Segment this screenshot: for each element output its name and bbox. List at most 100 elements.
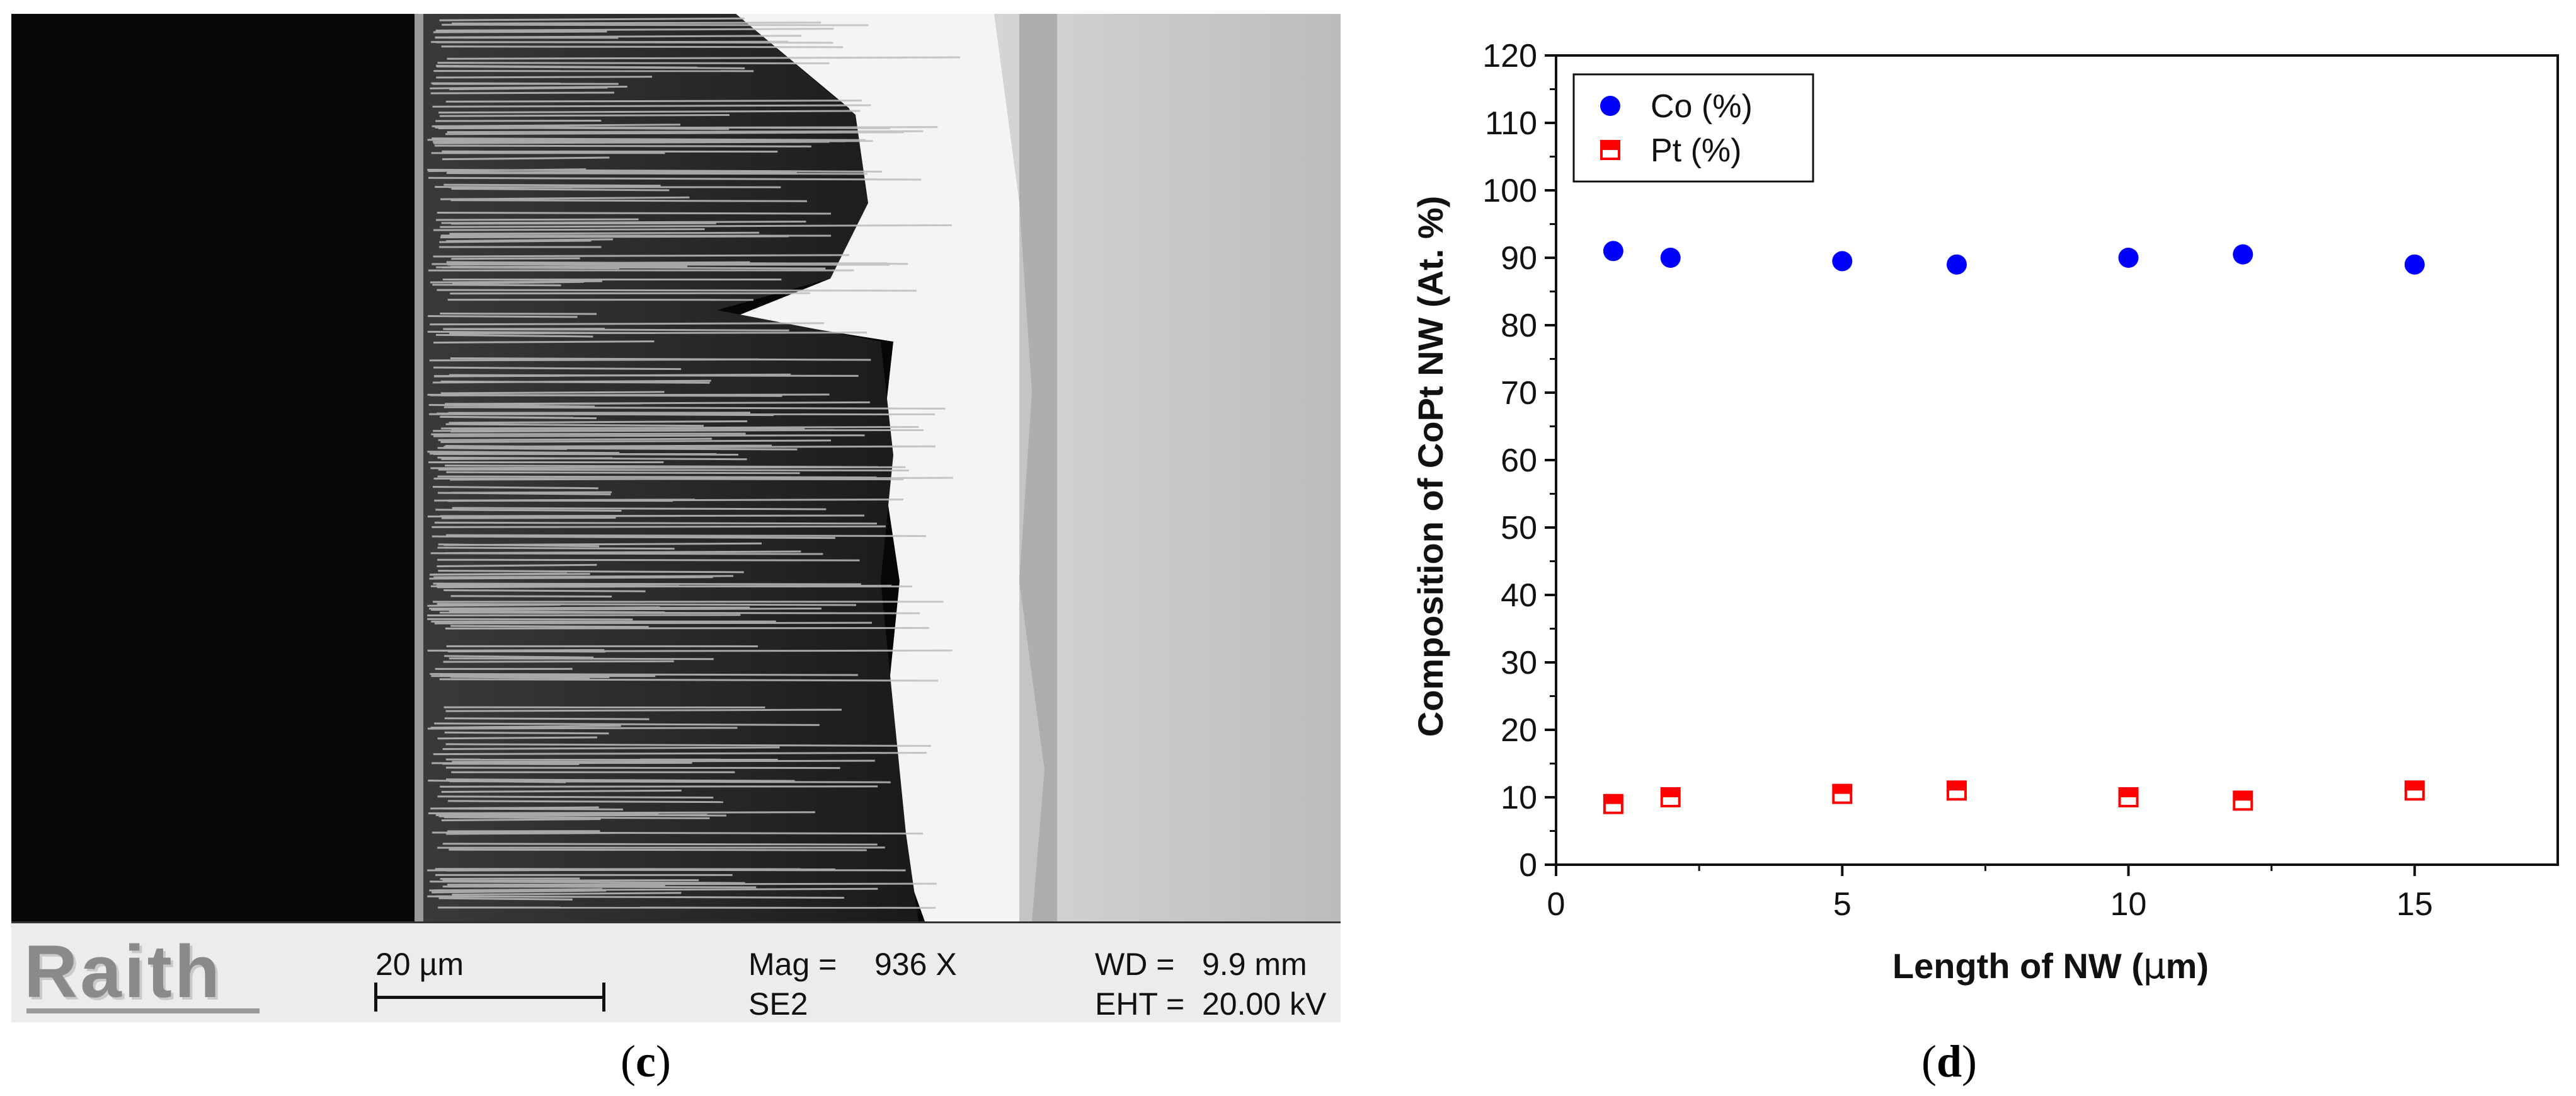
nanowire-streak bbox=[436, 64, 698, 69]
co-data-point bbox=[1603, 241, 1623, 262]
nanowire-streak bbox=[430, 572, 568, 576]
nanowire-streak bbox=[450, 199, 808, 202]
co-data-point bbox=[1660, 248, 1681, 268]
nanowire-streak bbox=[443, 660, 674, 663]
nanowire-streak bbox=[429, 358, 758, 362]
nanowire-streak bbox=[432, 284, 561, 287]
nanowire-streak bbox=[450, 491, 612, 494]
panel-label-d: (d) bbox=[1921, 1036, 1978, 1087]
nanowire-streak bbox=[428, 404, 595, 408]
sem-micrograph-image bbox=[11, 14, 1341, 921]
nanowire-streak bbox=[435, 119, 602, 122]
nanowire-streak bbox=[441, 425, 919, 430]
nanowire-streak bbox=[438, 437, 713, 441]
nanowire-streak bbox=[442, 156, 610, 161]
nanowire-streak bbox=[440, 415, 574, 419]
nanowire-streak bbox=[432, 104, 871, 108]
co-data-point bbox=[1832, 251, 1853, 272]
nanowire-streak bbox=[434, 521, 878, 525]
pt-marker-fill bbox=[2234, 792, 2252, 801]
nanowire-streak bbox=[429, 576, 713, 580]
nanowire-streak bbox=[447, 56, 961, 60]
nanowire-streak bbox=[433, 751, 927, 756]
nanowire-streak bbox=[447, 447, 798, 451]
scale-bar-line bbox=[375, 996, 605, 999]
nanowire-streak bbox=[446, 778, 795, 782]
nanowire-streak bbox=[430, 466, 906, 470]
pt-data-point bbox=[1832, 783, 1853, 804]
nanowire-streak bbox=[442, 746, 780, 751]
nanowire-streak bbox=[430, 453, 738, 456]
nanowire-streak bbox=[439, 17, 745, 21]
nanowire-streak bbox=[430, 880, 745, 884]
y-tick-label: 60 bbox=[1501, 442, 1537, 479]
nanowire-streak bbox=[452, 759, 875, 763]
pt-marker-fill bbox=[1604, 795, 1622, 804]
nanowire-streak bbox=[449, 606, 660, 610]
pt-marker-fill bbox=[1661, 788, 1680, 797]
nanowire-streak bbox=[433, 575, 734, 579]
nanowire-streak bbox=[446, 238, 613, 243]
detector-label: SE2 bbox=[748, 986, 808, 1022]
nanowire-streak bbox=[433, 254, 850, 258]
nanowire-streak bbox=[432, 124, 681, 127]
nanowire-streaks bbox=[427, 17, 961, 909]
nanowire-streak bbox=[428, 780, 566, 783]
nanowire-streak bbox=[436, 895, 844, 899]
wd-value: 9.9 mm bbox=[1202, 947, 1307, 982]
x-tick-label: 10 bbox=[2110, 886, 2147, 923]
x-axis-title: Length of NW (μm) bbox=[1892, 946, 2209, 987]
nanowire-streak bbox=[450, 402, 642, 406]
nanowire-streak bbox=[427, 618, 633, 621]
nanowire-streak bbox=[427, 603, 561, 607]
y-tick-label: 40 bbox=[1501, 577, 1537, 614]
legend-box bbox=[1572, 73, 1814, 183]
pt-data-point bbox=[1947, 780, 1967, 801]
nanowire-streak bbox=[437, 140, 873, 143]
nanowire-streak bbox=[432, 535, 835, 539]
nanowire-streak bbox=[440, 439, 831, 443]
nanowire-streak bbox=[433, 477, 904, 481]
nanowire-streak bbox=[445, 100, 862, 103]
nanowire-streak bbox=[432, 889, 607, 894]
pt-data-point bbox=[2118, 787, 2139, 807]
nanowire-streak bbox=[437, 736, 597, 740]
x-tick-label: 15 bbox=[2396, 886, 2433, 923]
nanowire-streak bbox=[438, 110, 861, 114]
nanowire-streak bbox=[446, 534, 926, 538]
pt-data-point bbox=[2233, 790, 2253, 811]
nanowire-streak bbox=[449, 420, 748, 424]
nanowire-streak bbox=[436, 76, 653, 79]
nanowire-streak bbox=[440, 380, 710, 384]
nanowire-streak bbox=[436, 218, 639, 221]
pt-data-point bbox=[1600, 140, 1620, 160]
nanowire-streak bbox=[428, 176, 922, 181]
nanowire-streak bbox=[444, 731, 609, 735]
nanowire-streak bbox=[445, 131, 904, 136]
nanowire-streak bbox=[440, 196, 690, 200]
eht-label: EHT = bbox=[1095, 986, 1185, 1022]
nanowire-streak bbox=[452, 21, 821, 25]
y-tick-label: 20 bbox=[1501, 712, 1537, 749]
nanowire-streak bbox=[432, 262, 888, 265]
nanowire-streak bbox=[437, 603, 857, 606]
nanowire-streak bbox=[442, 843, 878, 846]
nanowire-streak bbox=[430, 672, 858, 676]
nanowire-streak bbox=[430, 280, 602, 284]
nanowire-streak bbox=[445, 423, 704, 427]
nanowire-streak bbox=[450, 265, 826, 270]
nanowire-streak bbox=[451, 257, 580, 260]
nanowire-streak bbox=[439, 678, 939, 682]
nanowire-streak bbox=[444, 589, 646, 592]
nanowire-streak bbox=[442, 879, 699, 882]
nanowire-streak bbox=[432, 525, 886, 528]
nanowire-streak bbox=[445, 550, 801, 555]
x-tick-label: 0 bbox=[1547, 886, 1566, 923]
pt-marker-fill bbox=[2119, 788, 2138, 797]
series-co bbox=[1603, 241, 2425, 275]
nanowire-streak bbox=[446, 471, 800, 475]
nanowire-streak bbox=[431, 608, 821, 611]
y-tick-label: 80 bbox=[1501, 308, 1537, 344]
y-tick-label: 70 bbox=[1501, 375, 1537, 412]
legend: Co (%) Pt (%) bbox=[1572, 73, 1814, 183]
